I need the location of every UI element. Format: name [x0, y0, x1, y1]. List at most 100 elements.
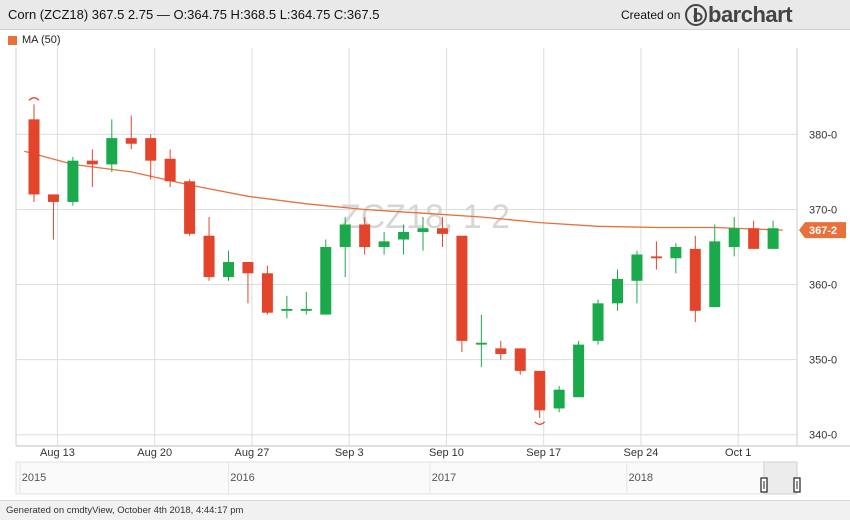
candle-body — [670, 247, 682, 259]
candle-body — [125, 138, 137, 144]
candle-body — [436, 228, 448, 234]
candle-body — [495, 348, 507, 355]
ma-50-line — [24, 150, 783, 231]
candle — [86, 149, 98, 187]
candle — [728, 216, 740, 257]
candle — [417, 216, 429, 251]
footer-bar: Generated on cmdtyView, October 4th 2018… — [0, 500, 850, 520]
ma-legend-swatch — [8, 35, 17, 45]
barchart-logo-icon — [685, 4, 707, 26]
chart-header-bar: Corn (ZCZ18) 367.5 2.75 — O:364.75 H:368… — [0, 0, 850, 30]
candle — [553, 385, 565, 413]
candle-body — [145, 138, 157, 161]
high-marker — [28, 97, 40, 101]
candle — [475, 314, 487, 368]
y-tick-label: 340-0 — [809, 430, 837, 442]
candle — [534, 370, 546, 418]
last-price-label: 367-2 — [809, 225, 837, 237]
candle-body — [592, 303, 604, 341]
candle — [398, 224, 410, 255]
candle — [631, 250, 643, 304]
candle-body — [417, 228, 429, 232]
grid-lines — [15, 48, 850, 447]
candle-body — [164, 158, 176, 182]
price-chart[interactable]: ZCZ18, 1 2 340-0350-0360-0370-0380-0Aug … — [0, 0, 850, 500]
moving-average-layer — [24, 150, 783, 231]
candle — [650, 241, 662, 270]
candle-body — [47, 194, 59, 202]
candle-body — [709, 241, 721, 308]
candle-body — [475, 342, 487, 345]
candle — [767, 220, 779, 249]
created-on-label: Created on — [621, 8, 681, 22]
candle-body — [242, 262, 254, 274]
last-price-tag-shape — [799, 222, 846, 239]
candle — [612, 269, 623, 311]
candle-body — [534, 370, 546, 411]
candle — [47, 194, 59, 240]
x-tick-label: Sep 17 — [526, 447, 561, 459]
candle-body — [106, 138, 118, 165]
candle-body — [573, 344, 585, 398]
candle — [748, 220, 760, 249]
candle — [709, 224, 721, 308]
navigator-year-label: 2015 — [22, 472, 46, 484]
candle — [320, 239, 332, 315]
candle — [67, 156, 79, 206]
candle-body — [300, 308, 312, 311]
x-tick-label: Aug 13 — [40, 447, 75, 459]
low-marker — [534, 421, 546, 425]
candle — [670, 243, 682, 274]
x-tick-label: Sep 10 — [429, 447, 464, 459]
y-tick-label: 360-0 — [809, 280, 837, 292]
candle-body — [748, 228, 760, 249]
candle-body — [261, 273, 273, 313]
y-tick-label: 350-0 — [809, 355, 837, 367]
candle — [125, 115, 137, 150]
candle — [456, 235, 468, 353]
candle — [592, 299, 604, 345]
candle — [514, 348, 526, 375]
candle — [436, 216, 448, 247]
candle-body — [378, 241, 390, 247]
navigator-left-handle[interactable] — [760, 477, 768, 493]
candle — [378, 231, 390, 255]
chart-legend[interactable]: MA (50) — [8, 34, 61, 46]
navigator-window — [763, 461, 798, 495]
navigator-right-handle[interactable] — [793, 477, 801, 493]
candle — [689, 235, 701, 323]
candle-body — [223, 262, 234, 278]
barchart-logo[interactable]: barchart — [685, 0, 793, 30]
candle — [106, 119, 118, 172]
generated-timestamp: Generated on cmdtyView, October 4th 2018… — [6, 505, 244, 516]
navigator-year-label: 2016 — [230, 472, 254, 484]
candle-body — [28, 119, 40, 195]
x-tick-label: Aug 27 — [235, 447, 270, 459]
x-tick-label: Aug 20 — [137, 447, 172, 459]
candle-body — [359, 224, 371, 247]
symbol-quote-title: Corn (ZCZ18) 367.5 2.75 — O:364.75 H:368… — [8, 7, 380, 22]
candle — [281, 295, 293, 319]
candle — [242, 262, 254, 304]
navigator-year-label: 2018 — [629, 472, 653, 484]
candle — [359, 216, 371, 255]
candle-body — [767, 228, 779, 249]
candle-body — [320, 247, 332, 315]
candle — [223, 250, 234, 281]
x-tick-label: Oct 1 — [725, 447, 751, 459]
candle-body — [67, 160, 79, 202]
candle-body — [281, 308, 293, 311]
candle — [339, 216, 351, 278]
y-tick-label: 380-0 — [809, 129, 837, 141]
time-navigator[interactable]: 2015 2016 2017 2018 — [15, 461, 801, 495]
candle — [28, 104, 40, 202]
x-tick-label: Sep 3 — [335, 447, 364, 459]
candle — [184, 179, 196, 236]
candle-body — [689, 248, 701, 311]
ma-legend-label: MA (50) — [22, 34, 61, 46]
candle-body — [203, 235, 215, 278]
candle-body — [631, 254, 643, 281]
candle-body — [728, 228, 740, 247]
candle-body — [553, 389, 565, 409]
candle — [573, 340, 585, 398]
